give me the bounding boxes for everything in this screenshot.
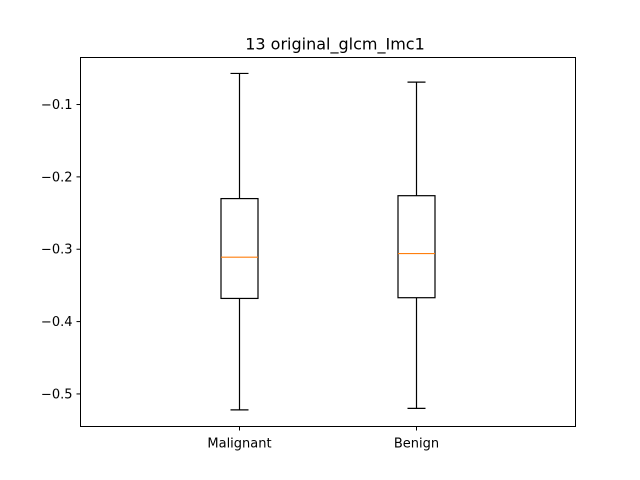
y-tick-label: −0.5 [41, 387, 73, 402]
plot-area: −0.5 −0.4 −0.3 −0.2 −0.1 Malignant Benign [41, 72, 439, 452]
plot-frame [80, 57, 576, 427]
x-tick-label: Benign [394, 437, 439, 452]
y-tick-label: −0.1 [41, 98, 73, 113]
x-tick-label: Malignant [207, 437, 271, 452]
box-iqr [220, 197, 259, 300]
box-iqr [397, 195, 436, 299]
y-tick-label: −0.4 [41, 315, 73, 330]
y-tick-label: −0.3 [41, 243, 73, 258]
chart-title: 13 original_glcm_Imc1 [245, 35, 425, 55]
y-tick-label: −0.2 [41, 170, 73, 185]
